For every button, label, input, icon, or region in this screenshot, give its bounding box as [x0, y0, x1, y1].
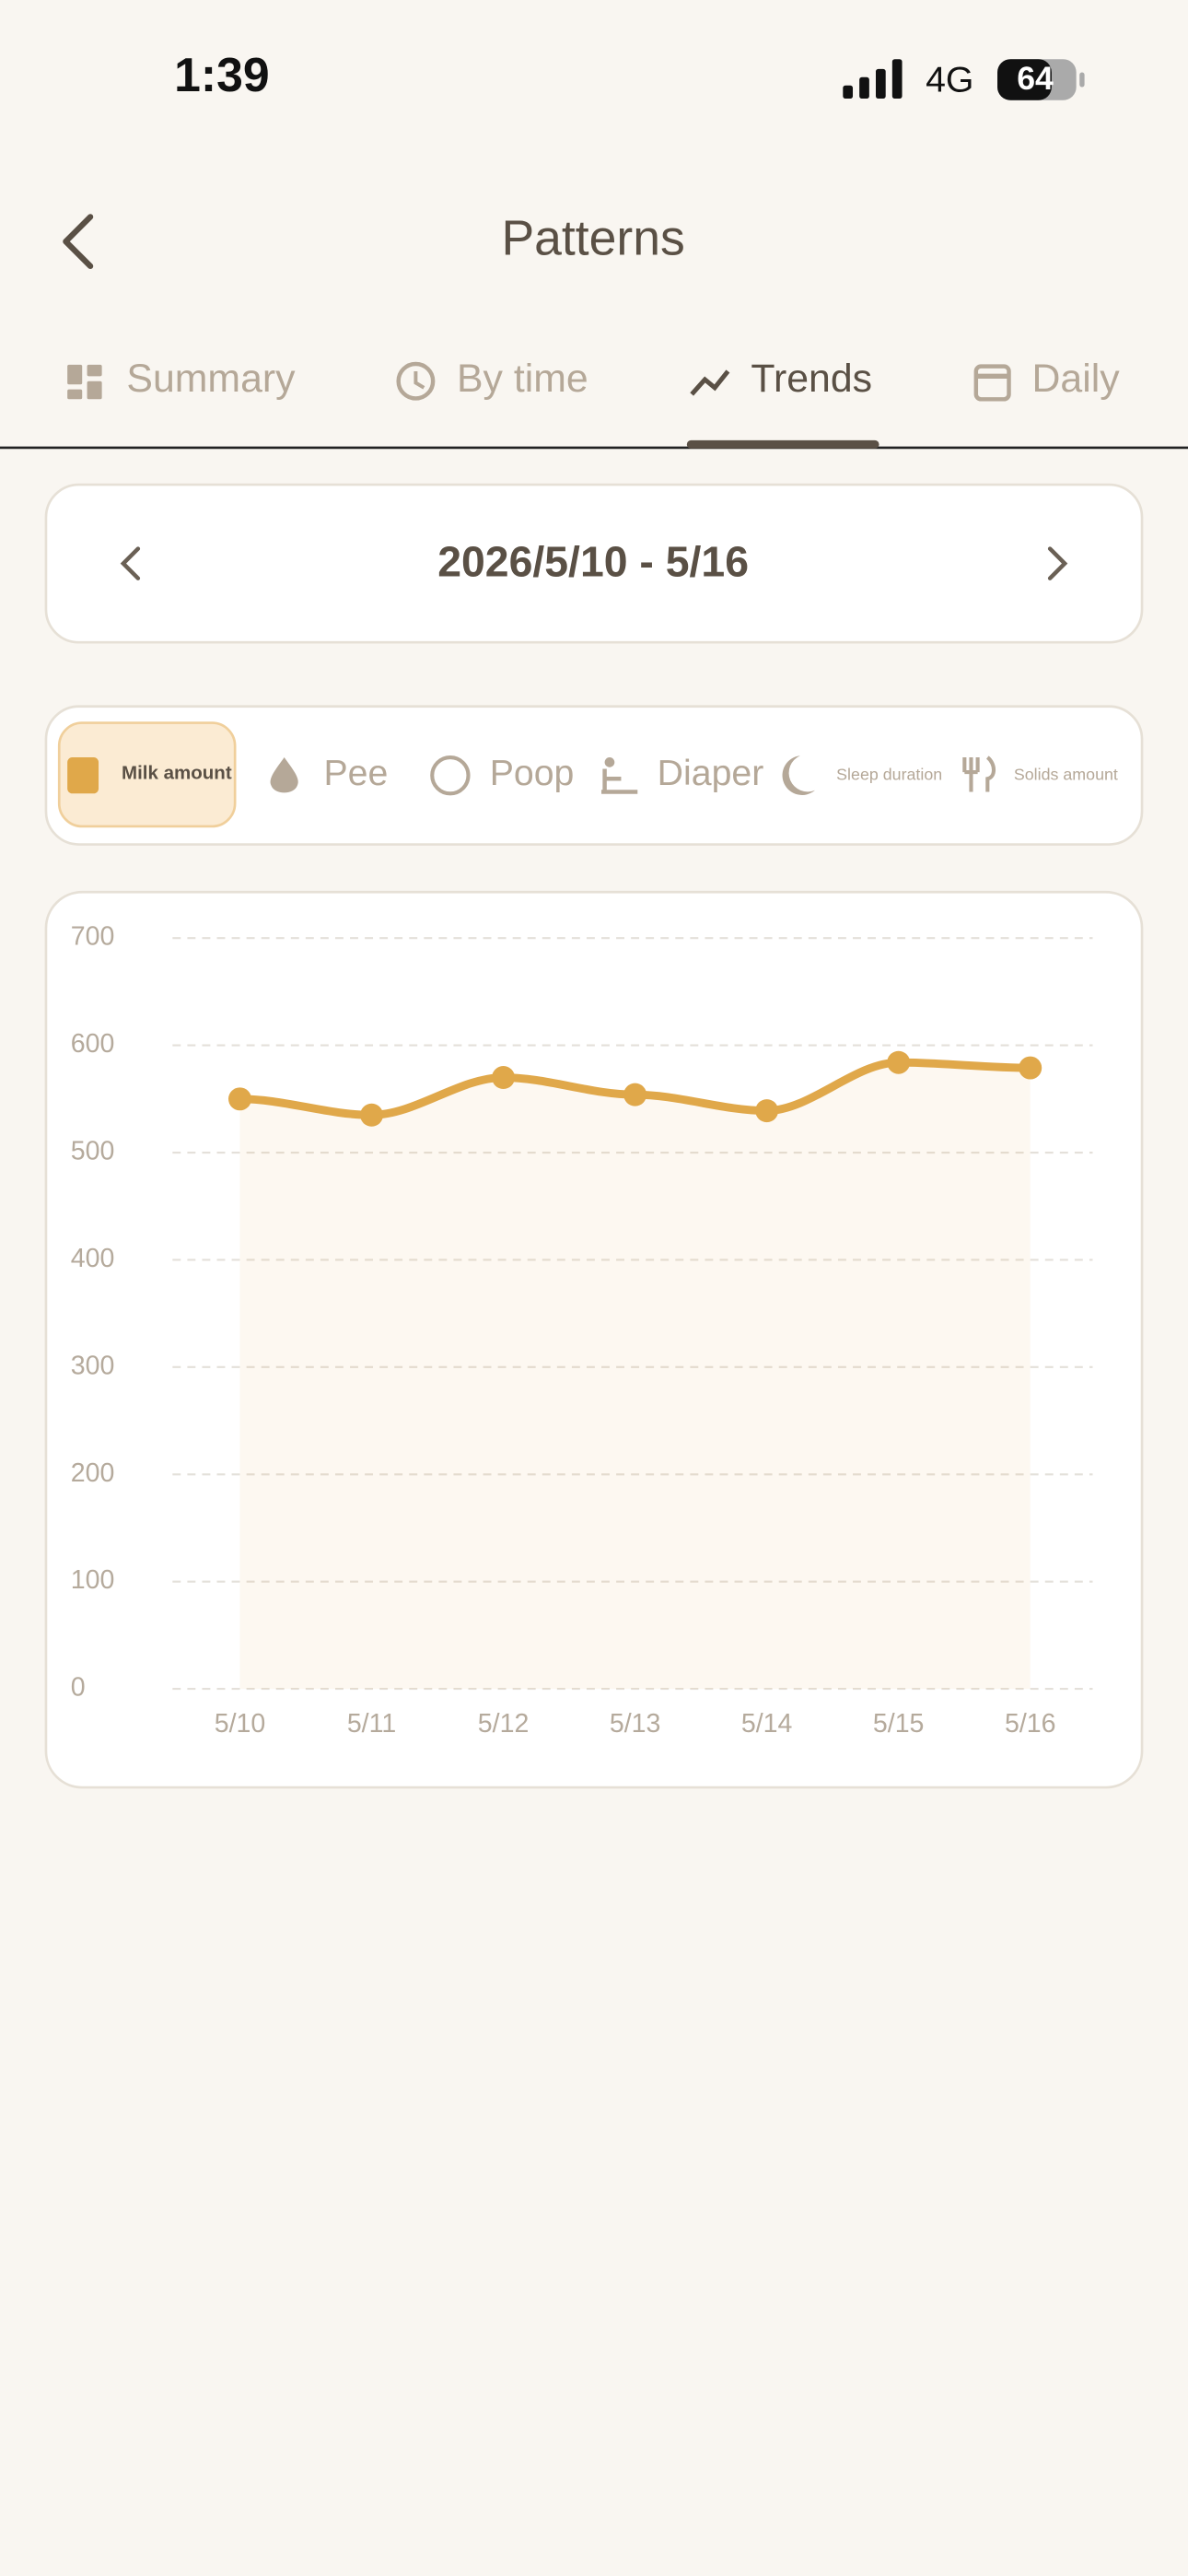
chart-card	[44, 890, 1144, 1789]
battery-level	[997, 59, 1052, 100]
sleep-icon	[782, 755, 815, 795]
point	[755, 1099, 779, 1123]
point	[1019, 1056, 1042, 1080]
diaper-icon	[601, 768, 638, 794]
tab-label: By time	[457, 357, 588, 401]
metric-label: Pee	[323, 753, 388, 793]
metric-chip[interactable]: Poop	[430, 753, 575, 796]
metric-label: Diaper	[658, 753, 764, 793]
next-week-button[interactable]	[1047, 546, 1068, 580]
point	[623, 1083, 647, 1107]
tab[interactable]: Daily	[973, 357, 1120, 402]
metric-label: Poop	[490, 753, 575, 793]
metric-label: Solids amount	[1014, 765, 1118, 783]
calendar-icon	[973, 364, 1011, 402]
status-time: 1:39	[174, 48, 270, 101]
point	[492, 1066, 516, 1090]
metric-bar	[44, 705, 1144, 846]
metric-chip[interactable]: Pee	[270, 753, 389, 793]
battery-tip	[1079, 72, 1085, 88]
x-tick-label: 5/13	[610, 1709, 661, 1739]
page-title: Patterns	[501, 211, 684, 265]
y-tick-label: 600	[71, 1029, 115, 1059]
x-tick-label: 5/11	[347, 1709, 396, 1739]
y-tick-label: 300	[71, 1351, 115, 1380]
y-tick-label: 200	[71, 1458, 115, 1488]
y-tick-label: 500	[71, 1137, 115, 1166]
y-tick-label: 0	[71, 1673, 86, 1703]
metric-chip[interactable]: Diaper	[601, 753, 764, 794]
signal-icon	[843, 59, 903, 99]
metric-chip[interactable]: Solids amount	[962, 755, 1118, 792]
area	[239, 1062, 1031, 1690]
prev-week-button[interactable]	[120, 546, 141, 580]
x-tick-label: 5/14	[741, 1709, 793, 1739]
tab-label: Summary	[126, 357, 296, 401]
x-tick-label: 5/10	[215, 1709, 266, 1739]
metric-chip[interactable]: Sleep duration	[782, 755, 943, 795]
tab[interactable]: Summary	[67, 357, 296, 401]
milk-icon	[67, 757, 99, 794]
tab[interactable]: By time	[396, 357, 588, 401]
summary-icon	[67, 364, 102, 400]
metric-chip[interactable]: Milk amount	[57, 721, 237, 828]
pee-icon	[270, 757, 298, 793]
y-tick-label: 400	[71, 1244, 115, 1273]
y-tick-label: 100	[71, 1565, 115, 1595]
solids-icon	[962, 755, 996, 792]
point	[887, 1050, 911, 1074]
back-button[interactable]	[63, 214, 94, 269]
status-network: 4G	[926, 60, 973, 100]
x-tick-label: 5/15	[873, 1709, 925, 1739]
status-battery: 64	[1017, 60, 1054, 97]
tab-indicator	[686, 439, 879, 449]
clock-hands	[413, 370, 425, 390]
x-tick-label: 5/16	[1005, 1709, 1056, 1739]
poop-icon	[430, 755, 471, 796]
chip-background	[57, 721, 237, 828]
y-tick-label: 700	[71, 922, 115, 952]
clock-icon	[396, 361, 436, 401]
trend-icon	[690, 369, 730, 396]
tab-label: Trends	[751, 357, 872, 401]
point	[228, 1087, 251, 1111]
point	[360, 1103, 384, 1127]
metric-label: Sleep duration	[836, 765, 942, 783]
date-range: 2026/5/10 - 5/16	[437, 538, 749, 586]
chart: 0 100 200 300 400 500 600 700 5/10 5/11 5/12 5/13 5/…	[71, 922, 1093, 1739]
tab[interactable]: Trends	[690, 357, 872, 401]
metric-label: Milk amount	[122, 762, 232, 783]
date-card	[44, 483, 1144, 644]
tab-label: Daily	[1031, 357, 1120, 401]
diaper-icon-head	[604, 757, 615, 767]
x-tick-label: 5/12	[478, 1709, 530, 1739]
